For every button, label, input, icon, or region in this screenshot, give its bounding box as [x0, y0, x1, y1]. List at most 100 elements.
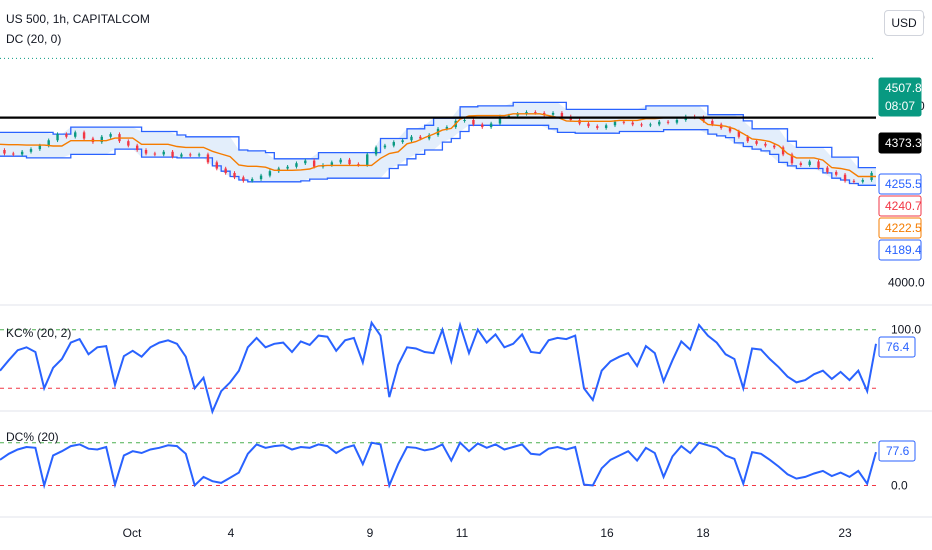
- price-tag-value: 4189.4: [885, 243, 922, 257]
- candle-body: [702, 117, 705, 121]
- candle-body: [162, 151, 165, 155]
- price-tag-value: 4373.3: [885, 136, 922, 150]
- candle-body: [180, 154, 183, 157]
- time-tick-label: 16: [600, 526, 614, 540]
- candle-body: [764, 143, 767, 146]
- candle-body: [357, 164, 360, 166]
- currency-button[interactable]: USD: [884, 10, 924, 36]
- channel-fill: [0, 102, 876, 186]
- time-axis[interactable]: Oct 4 9 11 16 18 23: [123, 526, 852, 540]
- dcp-indicator-label[interactable]: DC% (20): [6, 430, 59, 444]
- kc-value-box: [878, 336, 916, 358]
- candle-body: [826, 167, 829, 173]
- candle-body: [233, 172, 236, 178]
- candle-body: [268, 171, 272, 176]
- candle-body: [817, 161, 820, 168]
- price-tag-box: [878, 195, 922, 217]
- kc-indicator-label[interactable]: KC% (20, 2): [6, 326, 71, 340]
- dc-indicator-label[interactable]: DC (20, 0): [6, 32, 61, 46]
- candle-body: [304, 160, 307, 164]
- candle-body: [843, 174, 847, 181]
- candle-body: [82, 132, 86, 139]
- candle-body: [144, 150, 148, 154]
- candle-body: [12, 153, 15, 155]
- candle-body: [755, 141, 758, 144]
- candle-body: [516, 113, 519, 116]
- candle-body: [401, 140, 404, 143]
- candle-body: [543, 112, 546, 115]
- candle-body: [259, 175, 263, 180]
- candle-body: [3, 150, 6, 154]
- candle-body: [711, 120, 714, 125]
- candle-body: [29, 149, 33, 152]
- candle-body: [852, 180, 856, 182]
- candle-body: [790, 154, 794, 164]
- candle-body: [596, 126, 599, 128]
- candle-body: [746, 136, 749, 142]
- candle-body: [109, 134, 112, 137]
- price-tag-value: 4255.5: [885, 177, 922, 191]
- candle-body: [808, 161, 811, 165]
- candle-body: [127, 141, 130, 146]
- candle-body: [419, 136, 422, 139]
- candle-body: [463, 120, 466, 121]
- candle-body: [330, 162, 334, 165]
- basis-line: [0, 113, 876, 178]
- candle-body: [649, 124, 652, 126]
- price-tag-value: 4240.7: [885, 199, 922, 213]
- candle-body: [861, 180, 864, 182]
- candle-body: [410, 136, 413, 141]
- candle-body: [835, 172, 838, 175]
- price-tag-value: 4222.5: [885, 221, 922, 235]
- candle-body: [38, 145, 42, 150]
- candle-body: [286, 166, 289, 169]
- candle-body: [481, 124, 484, 128]
- time-tick-label: 23: [838, 526, 852, 540]
- price-tag-box: [878, 173, 922, 195]
- price-tick-label: 4000.0: [888, 275, 925, 289]
- kc-value-tag: 76.4: [886, 340, 910, 354]
- time-tick-label: 4: [228, 526, 235, 540]
- candle-body: [383, 145, 387, 148]
- candle-body: [472, 120, 475, 125]
- upper-band-line: [0, 101, 876, 169]
- candle-body: [242, 177, 245, 181]
- time-tick-label: 9: [367, 526, 374, 540]
- candle-body: [622, 121, 626, 123]
- candle-body: [507, 115, 511, 117]
- price-tag-box: [878, 77, 922, 117]
- dc-value-tag: 77.6: [886, 444, 910, 458]
- candle-body: [534, 112, 537, 114]
- lower-band-line: [0, 124, 876, 186]
- price-tag-value: 4507.8: [885, 81, 922, 95]
- dc-percent-pane[interactable]: 0.0 77.6: [0, 440, 916, 492]
- candle-body: [339, 159, 342, 163]
- candle-body: [215, 162, 219, 169]
- main-price-pane[interactable]: 4000.04600.04400.0: [0, 11, 925, 290]
- candle-body: [560, 112, 564, 117]
- candle-body: [781, 147, 785, 155]
- candle-body: [799, 163, 803, 165]
- candle-body: [47, 140, 50, 146]
- candle-body: [551, 112, 555, 115]
- dc-tick-label: 0.0: [891, 478, 908, 492]
- candle-body: [587, 123, 590, 127]
- candle-body: [348, 159, 351, 165]
- candle-body: [56, 134, 59, 141]
- candle-body: [206, 154, 210, 163]
- candle-body: [20, 151, 24, 155]
- candle-body: [666, 121, 670, 123]
- candle-body: [251, 179, 254, 181]
- candle-body: [171, 151, 174, 157]
- candle-body: [445, 127, 449, 129]
- price-tag-box: [878, 217, 922, 239]
- kc-percent-pane[interactable]: 100.0 76.4: [0, 320, 921, 415]
- kc-line: [0, 320, 877, 415]
- candle-body: [224, 168, 227, 173]
- candle-body: [658, 121, 661, 125]
- candle-body: [737, 131, 741, 137]
- dc-line: [0, 441, 877, 490]
- candle-body: [640, 124, 643, 126]
- candle-body: [498, 116, 502, 124]
